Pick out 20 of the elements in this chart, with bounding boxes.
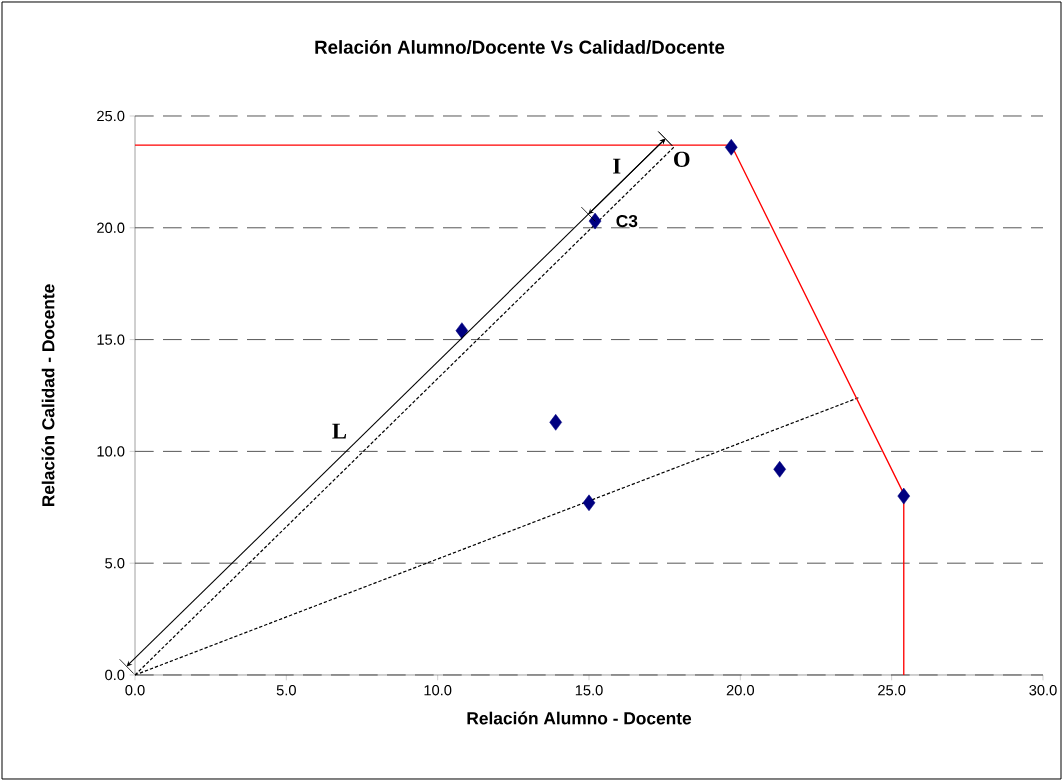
x-tick-label: 30.0 — [1029, 685, 1057, 696]
x-tick-label: 10.0 — [424, 685, 452, 696]
annotation: I — [613, 158, 621, 174]
y-tick-label: 10.0 — [97, 446, 125, 457]
annotation: O — [674, 151, 690, 167]
x-tick-label: 5.0 — [276, 685, 296, 696]
x-tick-label: 25.0 — [878, 685, 906, 696]
y-tick-label: 0.0 — [105, 669, 125, 681]
chart-title: Relación Alumno/Docente Vs Calidad/Docente — [315, 39, 725, 55]
x-tick-label: 20.0 — [726, 685, 755, 696]
y-tick-label: 20.0 — [97, 222, 125, 233]
annotation: C3 — [616, 214, 638, 228]
x-axis-title: Relación Alumno - Docente — [467, 711, 692, 725]
y-axis-title: Relación Calidad - Docente — [41, 284, 55, 507]
annotation: L — [332, 423, 347, 439]
y-tick-label: 15.0 — [97, 334, 125, 345]
x-tick-label: 0.0 — [125, 685, 145, 696]
x-tick-label: 15.0 — [575, 685, 603, 696]
y-tick-label: 5.0 — [105, 558, 125, 569]
y-tick-label: 25.0 — [97, 110, 125, 122]
